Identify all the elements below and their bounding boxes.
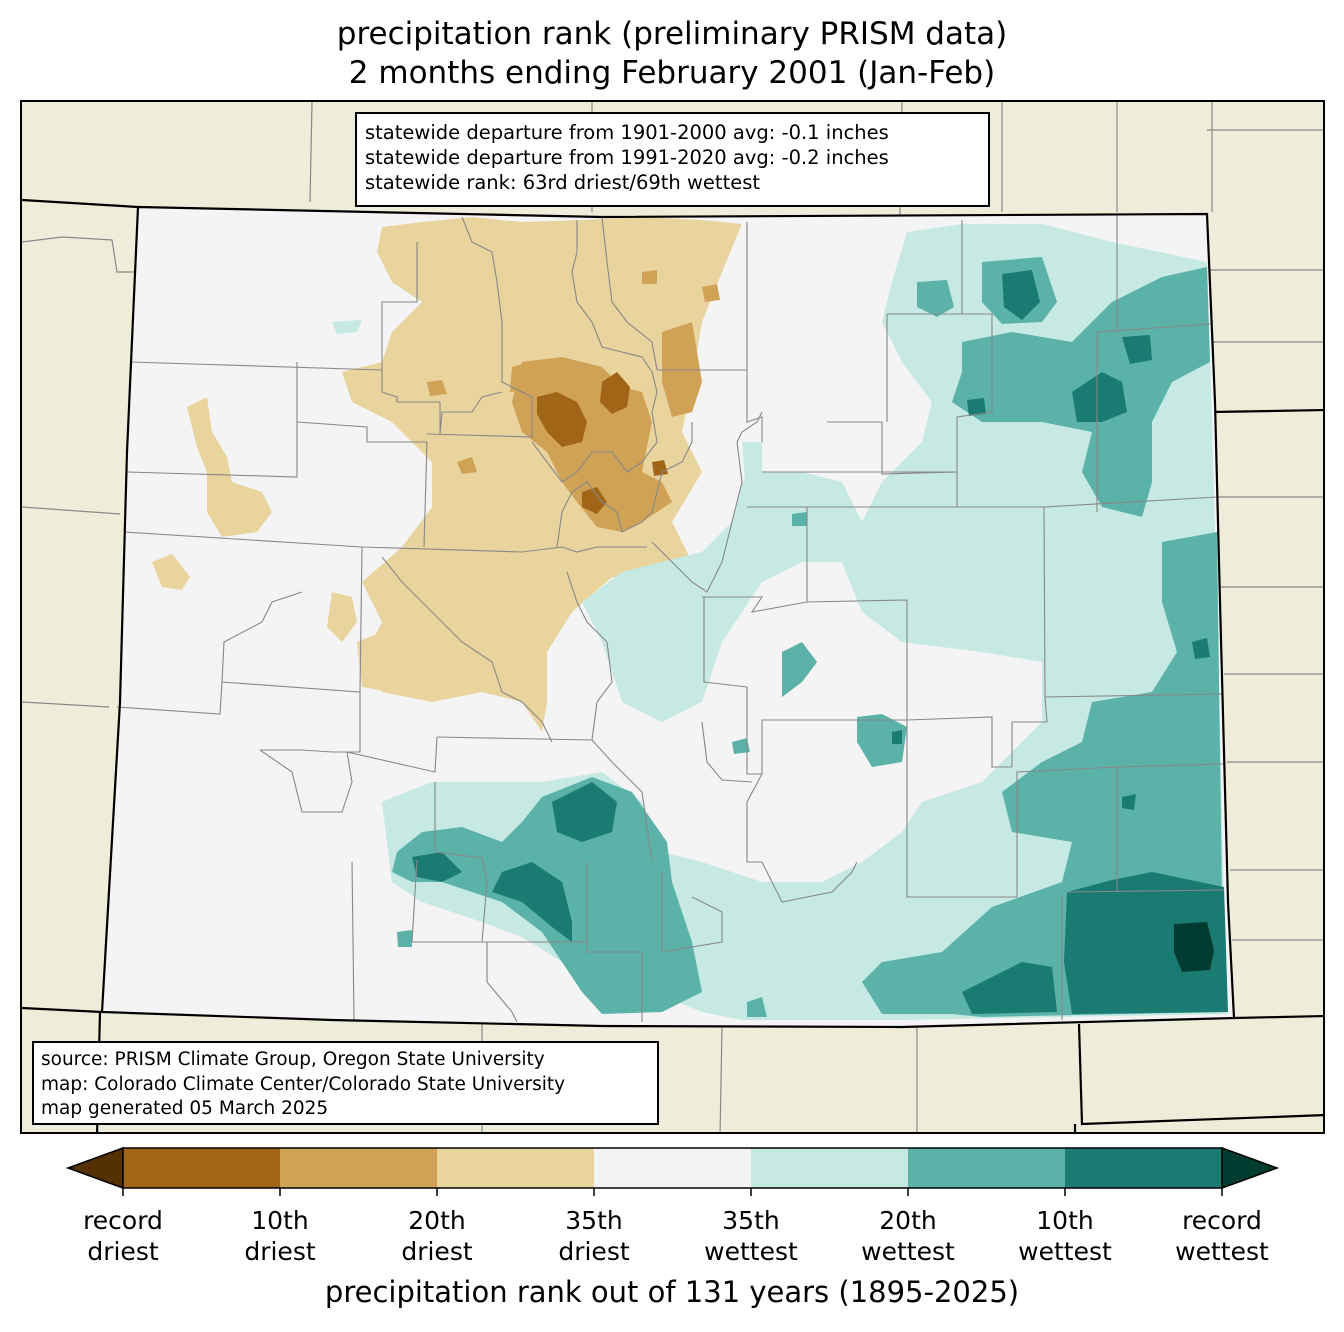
colorbar-tick-label-line1: 20th xyxy=(408,1206,466,1235)
colorbar-tick-label: 35th driest xyxy=(524,1205,664,1267)
colorbar-title: precipitation rank out of 131 years (189… xyxy=(324,1275,1020,1309)
source-line-prism: source: PRISM Climate Group, Oregon Stat… xyxy=(41,1049,545,1070)
colorbar-tick-label-line2: wettest xyxy=(1175,1237,1269,1266)
map-panel xyxy=(20,100,1325,1134)
colorbar-tick-label-line2: wettest xyxy=(704,1237,798,1266)
colorbar-tick-label-line2: driest xyxy=(401,1237,473,1266)
colorbar-bin xyxy=(594,1148,752,1188)
colorbar-tick-label-line1: 20th xyxy=(879,1206,937,1235)
colorbar-bin xyxy=(1065,1148,1223,1188)
colorbar-tick-label-line1: record xyxy=(1182,1206,1262,1235)
colorbar-tick-label-line1: 35th xyxy=(722,1206,780,1235)
colorbar-bins xyxy=(65,1146,1280,1196)
colorbar-bin xyxy=(280,1148,438,1188)
colorbar-tick-label: record wettest xyxy=(1152,1205,1292,1267)
colorbar-tick-label-line2: driest xyxy=(558,1237,630,1266)
colorbar-tick-label-line2: driest xyxy=(87,1237,159,1266)
colorbar-extend-high xyxy=(1221,1146,1280,1190)
colorbar-bin xyxy=(751,1148,909,1188)
colorbar-tick-label-line1: 35th xyxy=(565,1206,623,1235)
stats-line-1991-2020: statewide departure from 1991-2020 avg: … xyxy=(365,146,889,169)
colorbar-bin xyxy=(908,1148,1066,1188)
colorbar-tick-label: 20th driest xyxy=(367,1205,507,1267)
stats-line-rank: statewide rank: 63rd driest/69th wettest xyxy=(365,171,761,194)
colorbar-tick-label: 35th wettest xyxy=(681,1205,821,1267)
colorbar xyxy=(65,1146,1280,1196)
dry-region-20-35 xyxy=(152,217,742,732)
colorbar-tick-label-line1: 10th xyxy=(1036,1206,1094,1235)
colorbar-tick-label: 10th wettest xyxy=(995,1205,1135,1267)
colorbar-bin xyxy=(437,1148,595,1188)
colorbar-tick-label: 20th wettest xyxy=(838,1205,978,1267)
wet-region-10-record xyxy=(412,270,1228,1014)
map-title-line1: precipitation rank (preliminary PRISM da… xyxy=(336,16,1008,52)
colorbar-tick-label-line2: driest xyxy=(244,1237,316,1266)
colorbar-tick-label-line2: wettest xyxy=(861,1237,955,1266)
stats-line-1901-2000: statewide departure from 1901-2000 avg: … xyxy=(365,121,889,144)
map-title-line2: 2 months ending February 2001 (Jan-Feb) xyxy=(348,55,996,91)
colorado-border xyxy=(100,205,1236,1029)
colorbar-bin xyxy=(123,1148,281,1188)
statewide-stats-box: statewide departure from 1901-2000 avg: … xyxy=(355,112,990,207)
source-line-map: map: Colorado Climate Center/Colorado St… xyxy=(41,1073,566,1095)
colorbar-tick-label-line1: record xyxy=(83,1206,163,1235)
colorbar-tick-label: 10th driest xyxy=(210,1205,350,1267)
neighbor-county-lines xyxy=(22,102,1323,1132)
colorbar-frame xyxy=(122,1147,1223,1189)
colorbar-tick-label: record driest xyxy=(53,1205,193,1267)
colorbar-tick-label-line1: 10th xyxy=(251,1206,309,1235)
source-box: source: PRISM Climate Group, Oregon Stat… xyxy=(32,1041,659,1125)
wet-region-record xyxy=(1174,922,1214,972)
county-lines xyxy=(116,214,1225,1023)
colorbar-tick-label-line2: wettest xyxy=(1018,1237,1112,1266)
dry-region-record-10 xyxy=(537,372,668,514)
colorbar-extend-low xyxy=(65,1146,124,1190)
precipitation-rank-map xyxy=(22,102,1323,1132)
source-line-generated: map generated 05 March 2025 xyxy=(41,1098,329,1119)
